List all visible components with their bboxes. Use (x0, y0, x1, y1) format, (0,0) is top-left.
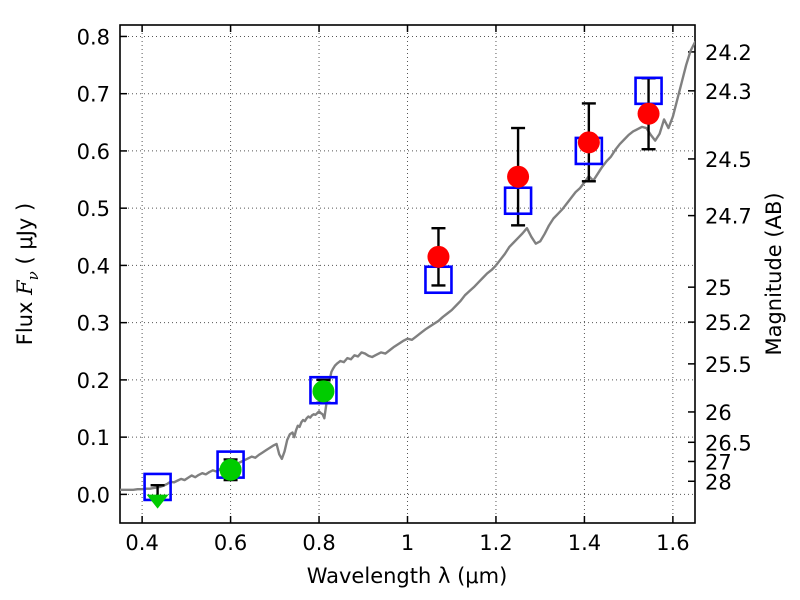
data-point-circle (637, 102, 660, 125)
data-point-circle (507, 165, 530, 188)
y2-tick-label: 26.5 (705, 431, 752, 455)
model-photometry-square (503, 186, 533, 216)
y-tick-label: 0.6 (77, 140, 110, 164)
y-axis-tick-labels: 0.0 0.1 0.2 0.3 0.4 0.5 0.6 0.7 0.8 (77, 25, 110, 507)
x-axis-ticks (141, 25, 674, 523)
data-point-circle (312, 380, 335, 403)
y2-tick-label: 27 (705, 450, 732, 474)
y2-tick-label: 28 (705, 470, 732, 494)
y-tick-label: 0.2 (77, 369, 110, 393)
y-tick-label: 0.0 (77, 483, 110, 507)
x-tick-label: 1 (401, 531, 414, 555)
y2-tick-label: 25 (705, 276, 732, 300)
x-tick-label: 1.4 (568, 531, 601, 555)
y-axis-label-symbol: F (13, 279, 37, 296)
data-point-circle (577, 131, 600, 154)
y-axis-label-subscript: ν (24, 271, 42, 280)
x-tick-label: 0.6 (214, 531, 247, 555)
y2-axis-label: Magnitude (AB) (762, 192, 786, 355)
x-axis-label: Wavelength λ (μm) (307, 564, 508, 588)
y-tick-label: 0.3 (77, 312, 110, 336)
y-axis-label-units: ( μJy ) (13, 203, 37, 271)
upper-limit-triangle (146, 494, 169, 509)
y2-tick-label: 24.7 (705, 205, 752, 229)
y-tick-label: 0.8 (77, 25, 110, 49)
y2-tick-label: 25.5 (705, 353, 752, 377)
svg-text:Flux Fν ( μJy ): Flux Fν ( μJy ) (13, 203, 42, 345)
x-tick-label: 0.4 (125, 531, 158, 555)
grid-vertical (141, 25, 674, 523)
y-tick-label: 0.4 (77, 254, 110, 278)
y2-tick-label: 25.2 (705, 311, 752, 335)
y-tick-label: 0.1 (77, 426, 110, 450)
model-photometry-square (309, 375, 338, 405)
observed-photometry-markers (146, 102, 660, 509)
x-tick-label: 1.6 (656, 531, 689, 555)
x-tick-label: 0.8 (302, 531, 335, 555)
y2-axis-ticks (688, 51, 695, 483)
y2-tick-label: 24.5 (705, 148, 752, 172)
y-tick-label: 0.5 (77, 197, 110, 221)
x-axis-tick-labels: 0.4 0.6 0.8 1 1.2 1.4 1.6 (125, 531, 689, 555)
x-tick-label: 1.2 (479, 531, 512, 555)
y-axis-label-prefix: Flux (13, 295, 37, 345)
y-axis-ticks (120, 35, 127, 496)
y-axis-label: Flux Fν ( μJy ) (13, 203, 42, 345)
data-point-circle (219, 458, 242, 481)
y2-tick-label: 24.2 (705, 41, 752, 65)
y2-tick-label: 24.3 (705, 80, 752, 104)
data-point-circle (427, 245, 450, 268)
y-tick-label: 0.7 (77, 83, 110, 107)
y2-tick-label: 26 (705, 401, 732, 425)
